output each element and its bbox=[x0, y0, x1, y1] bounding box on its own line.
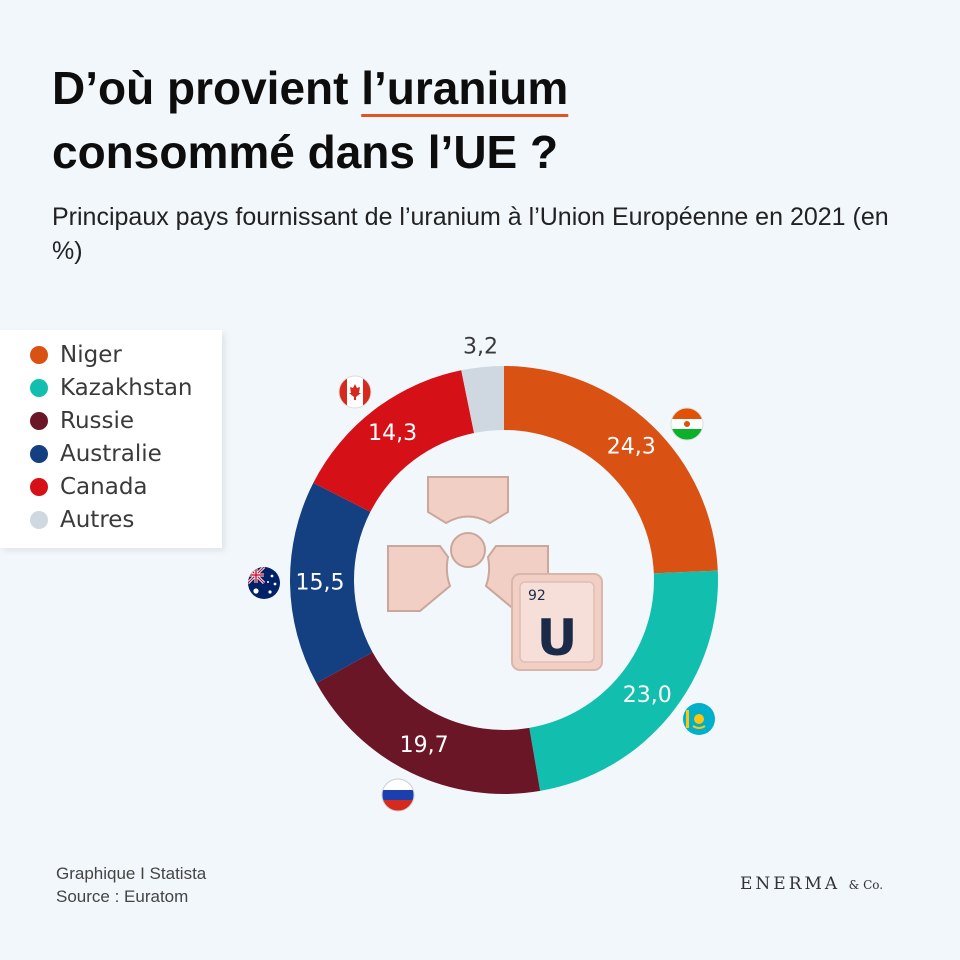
segment-canada bbox=[313, 370, 475, 512]
legend-item-autres: Autres bbox=[30, 503, 222, 536]
legend-label: Niger bbox=[60, 341, 122, 368]
value-label-autres: 3,2 bbox=[463, 335, 498, 360]
legend-label: Russie bbox=[60, 407, 135, 434]
uranium-tile-icon: 92 U bbox=[511, 573, 603, 671]
legend-item-australie: Australie bbox=[30, 437, 222, 470]
value-label-kazakhstan: 23,0 bbox=[623, 683, 672, 708]
legend-label: Canada bbox=[60, 473, 148, 500]
value-label-canada: 14,3 bbox=[368, 421, 417, 446]
legend: Niger Kazakhstan Russie Australie Canada Autr… bbox=[0, 330, 222, 548]
niger-flag bbox=[670, 407, 704, 441]
legend-item-canada: Canada bbox=[30, 470, 222, 503]
uranium-symbol: U bbox=[537, 609, 578, 667]
brand-suffix: & Co. bbox=[848, 878, 884, 892]
legend-label: Autres bbox=[60, 506, 135, 533]
segment-australie bbox=[290, 482, 373, 684]
segment-autres bbox=[461, 366, 504, 434]
title-highlight: l’uranium bbox=[361, 62, 569, 114]
legend-label: Kazakhstan bbox=[60, 374, 193, 401]
legend-item-niger: Niger bbox=[30, 338, 222, 371]
legend-label: Australie bbox=[60, 440, 162, 467]
donut-value-labels: 24,3 23,0 19,7 15,5 14,3 3,2 bbox=[296, 335, 672, 759]
brand-main: ENERMA bbox=[740, 874, 841, 894]
uranium-atomic-number: 92 bbox=[528, 588, 546, 604]
source-line-euratom: Source : Euratom bbox=[56, 887, 189, 906]
title-part1: D’où provient bbox=[52, 62, 362, 114]
legend-swatch bbox=[30, 411, 48, 430]
legend-item-russie: Russie bbox=[30, 404, 222, 437]
kazakhstan-flag bbox=[683, 703, 715, 735]
segment-russie bbox=[316, 652, 541, 794]
value-label-australie: 15,5 bbox=[296, 570, 345, 595]
legend-swatch bbox=[30, 378, 48, 397]
value-label-russie: 19,7 bbox=[400, 733, 449, 758]
chart-title: D’où provient l’uranium consommé dans l’U… bbox=[52, 56, 568, 184]
chart-subtitle: Principaux pays fournissant de l’uranium… bbox=[52, 203, 889, 265]
legend-swatch bbox=[30, 510, 48, 529]
segment-kazakhstan bbox=[529, 570, 718, 791]
segment-niger bbox=[504, 366, 718, 574]
donut-segments bbox=[290, 366, 718, 794]
title-line2: consommé dans l’UE ? bbox=[52, 126, 559, 178]
russia-flag bbox=[381, 778, 415, 812]
legend-item-kazakhstan: Kazakhstan bbox=[30, 371, 222, 404]
legend-swatch bbox=[30, 345, 48, 364]
legend-swatch bbox=[30, 444, 48, 463]
canada-flag bbox=[338, 375, 372, 409]
australia-flag bbox=[248, 567, 280, 599]
source-line-graphique: Graphique I Statista bbox=[56, 864, 207, 883]
brand-logo: ENERMA & Co. bbox=[740, 874, 883, 894]
value-label-niger: 24,3 bbox=[607, 435, 656, 460]
legend-swatch bbox=[30, 477, 48, 496]
source-note: Graphique I Statista Source : Euratom bbox=[56, 862, 206, 908]
